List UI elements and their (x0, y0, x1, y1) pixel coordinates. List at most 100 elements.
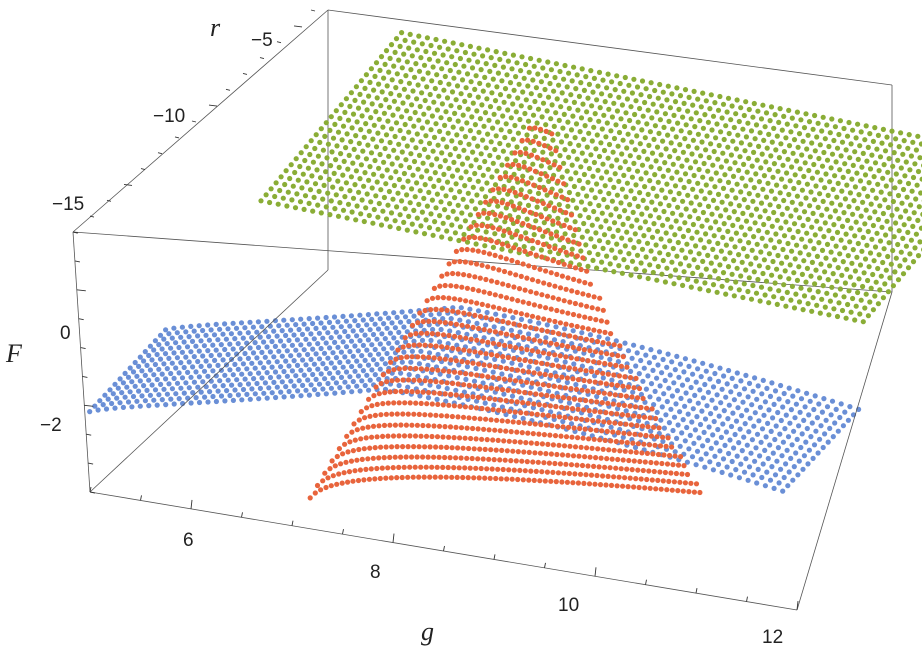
green-point (445, 214, 451, 220)
green-point (437, 44, 443, 50)
green-point (771, 245, 778, 251)
blue-point (596, 334, 602, 340)
green-point (861, 186, 867, 192)
orange-point (518, 346, 524, 352)
green-point (623, 194, 629, 200)
green-point (586, 81, 593, 87)
green-point (538, 247, 545, 253)
green-point (890, 283, 897, 289)
orange-point (432, 474, 438, 480)
green-point (829, 284, 835, 290)
orange-point (566, 470, 573, 477)
blue-point (134, 373, 140, 379)
blue-point (684, 377, 691, 383)
orange-point (484, 223, 491, 229)
orange-point (444, 271, 450, 277)
green-point (510, 52, 516, 58)
green-point (865, 277, 871, 284)
blue-point (149, 357, 155, 363)
green-point (597, 105, 603, 111)
orange-point (501, 438, 507, 444)
blue-point (291, 332, 297, 338)
green-point (436, 177, 442, 183)
blue-point (284, 348, 290, 354)
green-point (705, 203, 712, 209)
green-point (627, 117, 633, 124)
blue-point (804, 390, 810, 396)
blue-point (200, 327, 206, 334)
green-point (801, 173, 807, 180)
blue-point (215, 362, 221, 368)
green-point (795, 228, 801, 235)
orange-point (570, 453, 577, 459)
orange-point (416, 377, 423, 383)
green-point (729, 103, 735, 109)
orange-point (675, 488, 681, 494)
blue-point (755, 383, 761, 389)
green-point (392, 49, 398, 56)
green-point (644, 205, 650, 211)
blue-point (274, 384, 280, 390)
orange-point (544, 293, 551, 299)
green-point (772, 112, 778, 118)
green-point (755, 276, 761, 283)
green-point (599, 210, 605, 216)
green-point (408, 151, 414, 157)
blue-point (700, 395, 707, 401)
green-point (652, 123, 659, 129)
blue-point (125, 399, 132, 405)
orange-point (548, 451, 555, 457)
blue-point (509, 393, 516, 399)
F-axis-label: F (5, 339, 23, 368)
orange-point (481, 426, 487, 432)
green-point (656, 130, 662, 136)
green-point (759, 235, 765, 241)
green-point (686, 263, 692, 269)
orange-point (464, 246, 470, 253)
green-point (728, 117, 734, 123)
orange-point (453, 248, 459, 254)
orange-point (400, 344, 406, 350)
blue-point (805, 461, 811, 467)
green-point (850, 247, 856, 253)
green-point (341, 158, 347, 164)
green-point (757, 130, 763, 136)
blue-point (355, 373, 361, 379)
blue-point (300, 357, 306, 363)
green-point (530, 161, 536, 167)
blue-point (435, 351, 441, 358)
green-point (292, 169, 298, 176)
green-point (594, 265, 600, 271)
blue-point (193, 395, 199, 401)
green-point (817, 275, 823, 281)
orange-point (586, 408, 592, 414)
green-point (803, 111, 809, 117)
orange-point (472, 274, 478, 280)
green-point (787, 262, 793, 268)
g-axis-tick (493, 554, 496, 560)
blue-point (100, 402, 106, 408)
green-point (467, 92, 473, 98)
blue-point (471, 378, 478, 384)
blue-point (717, 365, 723, 371)
orange-point (563, 286, 569, 292)
orange-point (521, 164, 527, 170)
green-point (720, 101, 727, 107)
green-point (907, 167, 913, 173)
green-point (640, 113, 646, 119)
green-point (699, 139, 705, 145)
green-point (373, 60, 380, 66)
green-point (769, 139, 775, 145)
green-point (652, 172, 658, 178)
orange-point (464, 455, 470, 461)
orange-point (564, 479, 571, 485)
orange-point (523, 150, 529, 156)
blue-point (790, 393, 796, 399)
green-point (399, 65, 405, 71)
green-point (628, 272, 634, 278)
green-point (814, 253, 821, 259)
blue-point (746, 380, 753, 386)
blue-point (247, 345, 253, 351)
orange-point (451, 259, 457, 265)
blue-point (534, 333, 540, 339)
